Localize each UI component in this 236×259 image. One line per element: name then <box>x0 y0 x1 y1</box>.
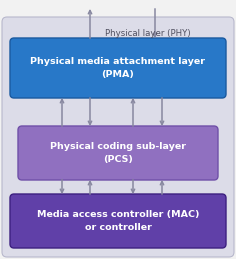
FancyBboxPatch shape <box>2 17 234 257</box>
FancyBboxPatch shape <box>10 194 226 248</box>
Text: Physical layer (PHY): Physical layer (PHY) <box>105 30 191 39</box>
Text: Media access controller (MAC)
or controller: Media access controller (MAC) or control… <box>37 210 199 232</box>
FancyBboxPatch shape <box>10 38 226 98</box>
Text: Physical coding sub-layer
(PCS): Physical coding sub-layer (PCS) <box>50 142 186 164</box>
Text: Physical media attachment layer
(PMA): Physical media attachment layer (PMA) <box>30 57 206 79</box>
FancyBboxPatch shape <box>18 126 218 180</box>
